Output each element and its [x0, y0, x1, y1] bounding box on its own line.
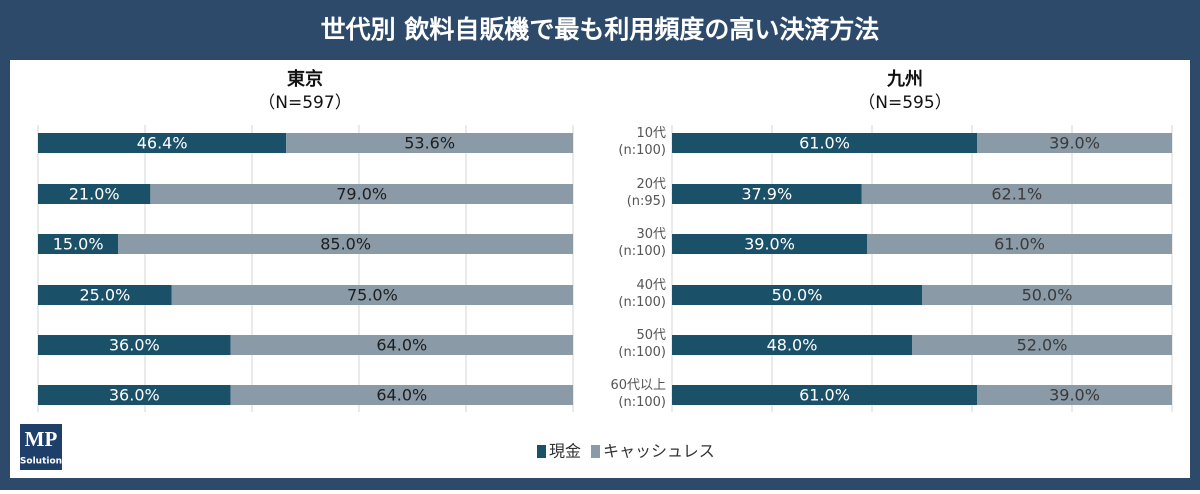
data-label: 37.9% [741, 185, 792, 204]
chart-title: 九州 [886, 69, 923, 90]
data-label: 52.0% [1017, 336, 1068, 355]
data-label: 61.0% [799, 386, 850, 405]
data-label: 85.0% [320, 235, 371, 254]
bar-segment [672, 285, 922, 305]
data-label: 15.0% [53, 235, 104, 254]
y-tick-label: 40代 (n:100) [618, 278, 666, 310]
page-title: 世代別 飲料自販機で最も利用頻度の高い決済方法 [321, 15, 880, 44]
category-label-box: 20代 (n:95) [626, 177, 666, 209]
chart-subtitle: （N=597） [258, 93, 351, 113]
data-label: 36.0% [109, 336, 160, 355]
y-tick-label: 60代以上 (n:100) [610, 378, 666, 410]
data-label: 64.0% [376, 386, 427, 405]
y-tick-label: 50代 (n:100) [618, 328, 666, 360]
data-label: 25.0% [79, 286, 130, 305]
data-label: 61.0% [994, 235, 1045, 254]
data-label: 53.6% [404, 134, 455, 153]
category-label-box: 40代 (n:100) [618, 278, 666, 310]
data-label: 39.0% [1049, 134, 1100, 153]
data-label: 21.0% [69, 185, 120, 204]
data-label: 79.0% [336, 185, 387, 204]
bar-segment [912, 335, 1172, 355]
panel [10, 60, 1190, 478]
data-label: 61.0% [799, 134, 850, 153]
bar-segment [977, 133, 1172, 153]
category-label-box: 50代 (n:100) [618, 328, 666, 360]
bar-segment [150, 184, 573, 204]
bar-segment [230, 335, 573, 355]
bar-segment [286, 133, 573, 153]
bar-segment [38, 133, 287, 153]
category-label-box: 10代 (n:100) [618, 126, 666, 158]
chart-title: 東京 [287, 68, 323, 90]
bar-segment [38, 335, 231, 355]
data-label: 62.1% [991, 185, 1042, 204]
bar-segment [38, 234, 119, 254]
bar-segment [672, 335, 912, 355]
logo-box [20, 424, 62, 470]
category-label-box: 60代以上 (n:100) [610, 378, 666, 410]
bar-segment [38, 285, 172, 305]
bar-segment [672, 234, 867, 254]
data-label: 39.0% [744, 235, 795, 254]
bar-segment [922, 285, 1172, 305]
data-label: 36.0% [109, 386, 160, 405]
y-tick-label: 30代 (n:100) [618, 227, 666, 259]
data-label: 48.0% [767, 336, 818, 355]
bar-segment [867, 234, 1172, 254]
legend-swatch [591, 445, 601, 458]
bar-segment [861, 184, 1172, 204]
bar-segment [118, 234, 573, 254]
data-label: 75.0% [347, 286, 398, 305]
data-label: 39.0% [1049, 386, 1100, 405]
bar-segment [171, 285, 573, 305]
data-label: 50.0% [772, 286, 823, 305]
bar-segment [38, 385, 231, 405]
legend-label: 現金 [549, 442, 581, 461]
category-label-box: 30代 (n:100) [618, 227, 666, 259]
data-label: 46.4% [137, 134, 188, 153]
bar-segment [977, 385, 1172, 405]
bar-segment [38, 184, 151, 204]
bar-segment [672, 133, 977, 153]
legend-swatch [537, 445, 546, 458]
bar-segment [672, 184, 862, 204]
logo-mark: MP [25, 427, 58, 451]
data-label: 64.0% [376, 336, 427, 355]
data-label: 50.0% [1022, 286, 1073, 305]
bar-segment [230, 385, 573, 405]
bar-segment [672, 385, 977, 405]
logo-text: Solution [20, 457, 62, 467]
legend-label: キャッシュレス [603, 442, 715, 461]
chart-subtitle: （N=595） [858, 93, 951, 113]
y-tick-label: 20代 (n:95) [626, 177, 666, 209]
y-tick-label: 10代 (n:100) [618, 126, 666, 158]
